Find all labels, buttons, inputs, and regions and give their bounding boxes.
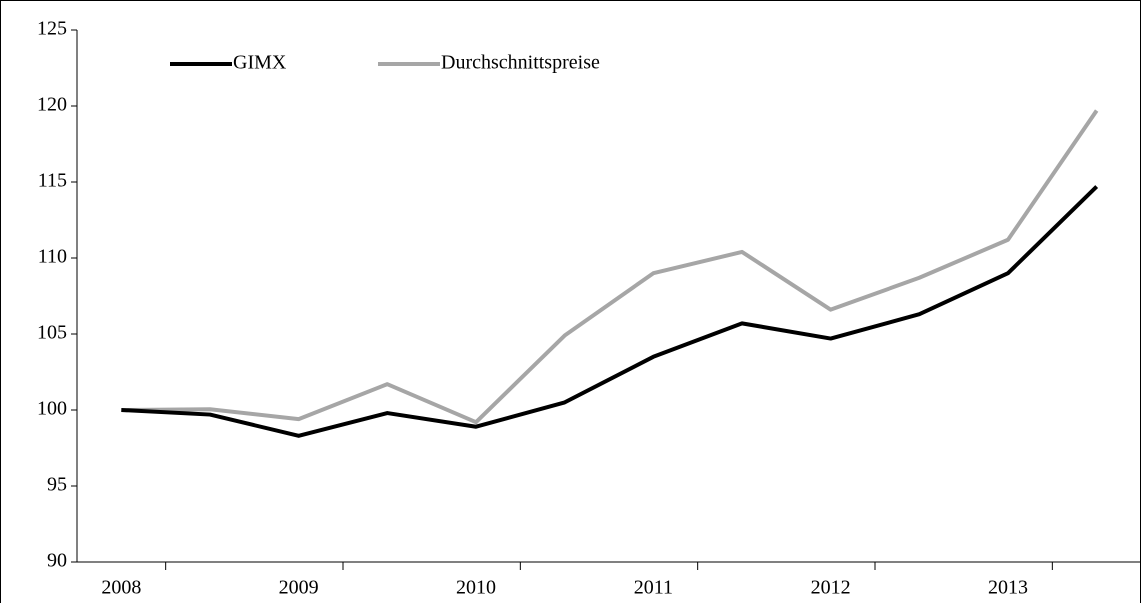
x-tick-label: 2012: [811, 577, 851, 599]
y-tick-label: 125: [37, 18, 67, 40]
y-tick-label: 105: [37, 322, 67, 344]
y-tick-label: 95: [47, 474, 67, 496]
line-series: [121, 185, 1099, 438]
x-tick-label: 2009: [279, 577, 319, 599]
legend-label: Durchschnittspreise: [441, 52, 600, 74]
x-tick-label: 2010: [456, 577, 496, 599]
y-tick-label: 115: [38, 170, 67, 192]
y-tick-label: 90: [47, 550, 67, 572]
y-tick-label: 120: [37, 94, 67, 116]
legend-label: GIMX: [233, 52, 287, 74]
line-series: [121, 109, 1099, 425]
y-tick-label: 110: [38, 246, 67, 268]
y-tick-label: 100: [37, 398, 67, 420]
x-tick-label: 2008: [101, 577, 141, 599]
x-tick-label: 2011: [634, 577, 673, 599]
x-tick-label: 2013: [988, 577, 1028, 599]
